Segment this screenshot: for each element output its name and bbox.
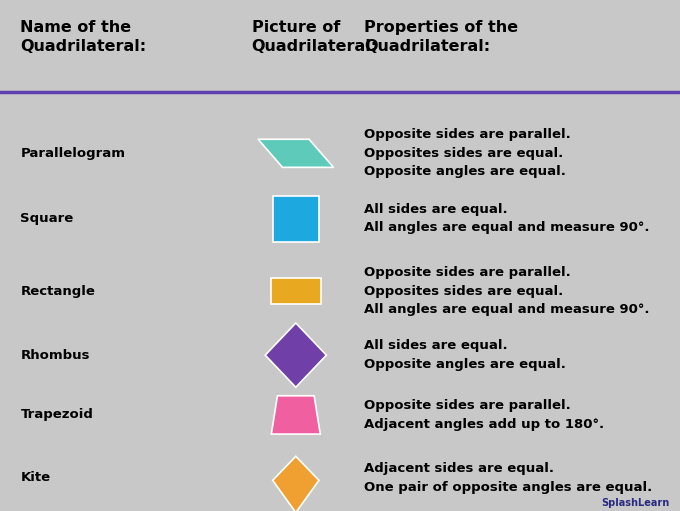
Text: All sides are equal.
All angles are equal and measure 90°.: All sides are equal. All angles are equa… xyxy=(364,203,649,235)
Polygon shape xyxy=(273,456,319,511)
Text: Parallelogram: Parallelogram xyxy=(20,147,125,160)
Polygon shape xyxy=(271,396,320,434)
Text: Rhombus: Rhombus xyxy=(20,349,90,362)
Text: Opposite sides are parallel.
Opposites sides are equal.
All angles are equal and: Opposite sides are parallel. Opposites s… xyxy=(364,266,649,316)
Text: Opposite sides are parallel.
Opposites sides are equal.
Opposite angles are equa: Opposite sides are parallel. Opposites s… xyxy=(364,128,571,178)
Polygon shape xyxy=(265,323,326,387)
Text: Picture of
Quadrilateral:: Picture of Quadrilateral: xyxy=(252,20,377,54)
Text: All sides are equal.
Opposite angles are equal.: All sides are equal. Opposite angles are… xyxy=(364,339,566,371)
Polygon shape xyxy=(258,140,334,168)
Text: SplashLearn: SplashLearn xyxy=(602,498,670,508)
Text: Adjacent sides are equal.
One pair of opposite angles are equal.: Adjacent sides are equal. One pair of op… xyxy=(364,462,652,494)
Text: Opposite sides are parallel.
Adjacent angles add up to 180°.: Opposite sides are parallel. Adjacent an… xyxy=(364,399,604,431)
Text: Square: Square xyxy=(20,212,73,225)
Text: Rectangle: Rectangle xyxy=(20,285,95,298)
Text: Trapezoid: Trapezoid xyxy=(20,408,93,422)
Text: Kite: Kite xyxy=(20,471,50,484)
Bar xyxy=(271,278,321,304)
Bar xyxy=(273,196,319,242)
Text: Properties of the
Quadrilateral:: Properties of the Quadrilateral: xyxy=(364,20,518,54)
Text: Name of the
Quadrilateral:: Name of the Quadrilateral: xyxy=(20,20,146,54)
